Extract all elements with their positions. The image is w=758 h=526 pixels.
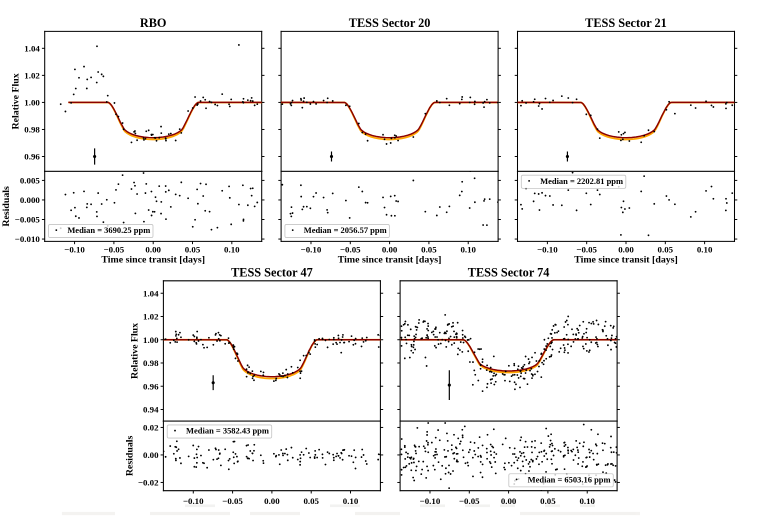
svg-text:1.04: 1.04	[143, 288, 159, 298]
svg-text:−0.10: −0.10	[64, 244, 85, 254]
svg-text:0.10: 0.10	[343, 496, 359, 506]
svg-text:0.05: 0.05	[303, 496, 319, 506]
svg-text:0.000: 0.000	[20, 195, 41, 205]
svg-text:TESS Sector 20: TESS Sector 20	[349, 16, 431, 30]
svg-text:1.02: 1.02	[24, 70, 40, 80]
svg-text:0.10: 0.10	[697, 244, 713, 254]
svg-text:TESS Sector 21: TESS Sector 21	[585, 16, 667, 30]
svg-text:0.96: 0.96	[24, 152, 40, 162]
svg-text:0.98: 0.98	[143, 358, 159, 368]
svg-text:−0.05: −0.05	[459, 496, 480, 506]
svg-text:0.05: 0.05	[185, 244, 201, 254]
svg-text:Residuals: Residuals	[124, 435, 135, 476]
svg-text:Median = 3582.43 ppm: Median = 3582.43 ppm	[186, 426, 269, 436]
svg-text:0.10: 0.10	[579, 496, 595, 506]
svg-text:0.00: 0.00	[264, 496, 280, 506]
svg-text:0.05: 0.05	[540, 496, 556, 506]
svg-text:0.02: 0.02	[143, 423, 159, 433]
svg-text:Time since transit [days]: Time since transit [days]	[574, 254, 678, 265]
svg-text:1.00: 1.00	[24, 97, 40, 107]
svg-text:Time since transit [days]: Time since transit [days]	[101, 254, 205, 265]
svg-text:0.05: 0.05	[421, 244, 437, 254]
svg-text:Median = 2202.81 ppm: Median = 2202.81 ppm	[540, 176, 623, 186]
svg-text:0.10: 0.10	[224, 244, 240, 254]
svg-text:1.00: 1.00	[143, 335, 159, 345]
svg-text:−0.010: −0.010	[15, 234, 41, 244]
svg-text:Median = 2056.57 ppm: Median = 2056.57 ppm	[304, 225, 387, 235]
svg-text:Median = 3690.25 ppm: Median = 3690.25 ppm	[67, 225, 150, 235]
svg-text:−0.02: −0.02	[138, 478, 159, 488]
svg-text:Residuals: Residuals	[1, 186, 12, 227]
svg-text:−0.10: −0.10	[420, 496, 441, 506]
svg-text:TESS Sector 74: TESS Sector 74	[468, 266, 550, 280]
svg-text:0.98: 0.98	[24, 125, 40, 135]
svg-text:−0.05: −0.05	[576, 244, 597, 254]
svg-text:0.00: 0.00	[618, 244, 634, 254]
svg-text:0.00: 0.00	[143, 450, 159, 460]
svg-text:Median = 6503.16 ppm: Median = 6503.16 ppm	[528, 474, 611, 484]
svg-text:0.005: 0.005	[20, 175, 41, 185]
svg-text:Time since transit [days]: Time since transit [days]	[338, 254, 442, 265]
svg-text:−0.05: −0.05	[222, 496, 243, 506]
svg-text:Relative Flux: Relative Flux	[11, 73, 22, 129]
svg-text:1.04: 1.04	[24, 43, 40, 53]
svg-text:RBO: RBO	[140, 16, 167, 30]
svg-text:−0.05: −0.05	[340, 244, 361, 254]
svg-text:0.94: 0.94	[143, 405, 159, 415]
svg-text:−0.005: −0.005	[15, 215, 41, 225]
svg-text:0.00: 0.00	[382, 244, 398, 254]
svg-text:Relative Flux: Relative Flux	[129, 323, 140, 379]
svg-text:0.96: 0.96	[143, 381, 159, 391]
svg-text:0.05: 0.05	[658, 244, 674, 254]
svg-text:0.00: 0.00	[501, 496, 517, 506]
svg-text:0.00: 0.00	[145, 244, 161, 254]
svg-text:1.02: 1.02	[143, 312, 159, 322]
svg-text:−0.10: −0.10	[537, 244, 558, 254]
svg-text:−0.10: −0.10	[183, 496, 204, 506]
svg-text:−0.10: −0.10	[301, 244, 322, 254]
svg-text:−0.05: −0.05	[104, 244, 125, 254]
svg-text:0.10: 0.10	[460, 244, 476, 254]
svg-text:TESS Sector 47: TESS Sector 47	[231, 266, 313, 280]
